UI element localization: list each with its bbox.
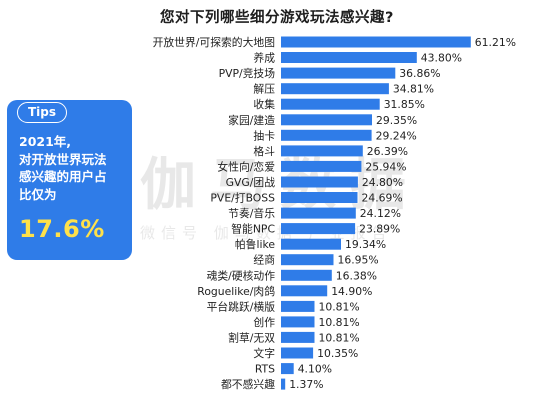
category-label-17: 平台跳跃/横版 <box>207 299 276 313</box>
value-label-21: 4.10% <box>298 363 332 376</box>
category-label-2: PVP/竞技场 <box>219 66 276 80</box>
tips-line-1: 2021年, <box>19 134 72 149</box>
value-label-0: 61.21% <box>475 36 516 49</box>
value-label-15: 16.38% <box>336 269 377 282</box>
category-label-22: 都不感兴趣 <box>221 377 275 391</box>
value-label-17: 10.81% <box>319 300 360 313</box>
value-label-6: 29.24% <box>376 129 417 142</box>
value-label-1: 43.80% <box>421 52 462 65</box>
tips-highlight-value: 17.6% <box>19 215 105 243</box>
category-label-13: 帕鲁like <box>235 237 275 251</box>
category-label-8: 女性向/恋爱 <box>217 159 275 173</box>
value-label-14: 16.95% <box>338 254 379 267</box>
tips-line-2: 对开放世界玩法 <box>19 151 107 167</box>
value-label-2: 36.86% <box>399 67 440 80</box>
category-label-7: 格斗 <box>253 144 275 158</box>
value-label-8: 25.94% <box>365 160 406 173</box>
bar-2 <box>281 67 396 79</box>
bar-10 <box>281 192 358 203</box>
bar-7 <box>281 145 363 157</box>
category-label-18: 创作 <box>253 316 275 329</box>
category-label-10: PVE/打BOSS <box>210 191 275 205</box>
bar-3 <box>281 83 389 95</box>
category-label-12: 智能NPC <box>231 222 275 236</box>
tips-line-4: 比仅为 <box>19 186 57 202</box>
category-label-11: 节奏/音乐 <box>228 206 275 220</box>
category-label-5: 家园/建造 <box>228 113 275 127</box>
value-label-7: 26.39% <box>367 145 408 158</box>
category-label-4: 收集 <box>253 97 275 111</box>
value-label-4: 31.85% <box>384 98 425 111</box>
tips-callout: Tips 2021年, 对开放世界玩法 感兴趣的用户占 比仅为 17.6% <box>7 100 132 260</box>
bar-11 <box>281 207 356 219</box>
bar-13 <box>281 238 341 250</box>
bar-22 <box>281 378 286 390</box>
category-label-0: 开放世界/可探索的大地图 <box>153 35 275 49</box>
category-label-1: 养成 <box>253 51 275 65</box>
value-label-3: 34.81% <box>393 83 434 96</box>
category-label-20: 文字 <box>253 346 275 360</box>
category-label-19: 割草/无双 <box>228 330 275 344</box>
category-label-14: 经商 <box>253 253 275 267</box>
chart-title: 您对下列哪些细分游戏玩法感兴趣? <box>160 10 394 26</box>
bar-21 <box>281 363 294 375</box>
bar-0 <box>281 36 471 48</box>
value-label-11: 24.12% <box>360 207 401 220</box>
tips-tag: Tips <box>17 102 67 123</box>
value-label-5: 29.35% <box>376 114 417 127</box>
category-label-16: Roguelike/肉鸽 <box>197 284 275 298</box>
value-label-9: 24.80% <box>362 176 403 189</box>
bar-8 <box>281 160 362 172</box>
value-label-22: 1.37% <box>289 378 323 391</box>
bar-16 <box>281 285 328 297</box>
value-label-20: 10.35% <box>317 347 358 360</box>
value-label-10: 24.69% <box>362 192 403 205</box>
category-label-15: 魂类/硬核动作 <box>207 268 276 282</box>
category-label-3: 解压 <box>253 82 275 96</box>
value-label-19: 10.81% <box>319 331 360 344</box>
category-label-21: RTS <box>255 363 275 376</box>
category-label-9: GVG/团战 <box>226 176 276 189</box>
bar-4 <box>281 98 380 110</box>
tips-line-3: 感兴趣的用户占 <box>19 169 107 184</box>
bar-9 <box>281 176 358 188</box>
bar-18 <box>281 316 315 328</box>
tips-text: 2021年, 对开放世界玩法 感兴趣的用户占 比仅为 <box>19 133 129 203</box>
value-label-16: 14.90% <box>331 285 372 298</box>
bar-15 <box>281 269 332 281</box>
bar-12 <box>281 223 356 235</box>
bar-19 <box>281 331 315 343</box>
value-label-18: 10.81% <box>319 316 360 329</box>
bar-5 <box>281 114 372 126</box>
value-label-13: 19.34% <box>345 238 386 251</box>
bar-20 <box>281 347 314 359</box>
bar-1 <box>281 52 417 63</box>
bar-6 <box>281 129 372 141</box>
category-label-6: 抽卡 <box>253 128 275 142</box>
bar-14 <box>281 254 334 266</box>
value-label-12: 23.89% <box>359 223 400 236</box>
bar-17 <box>281 300 315 312</box>
